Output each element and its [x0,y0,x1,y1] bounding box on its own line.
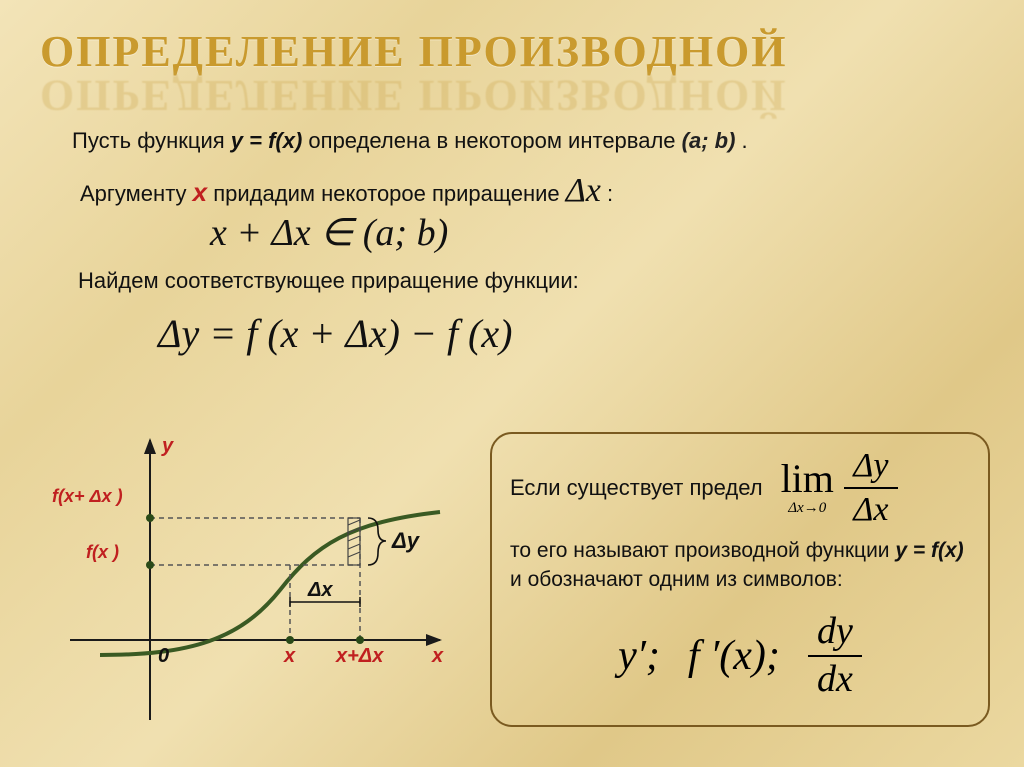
notations-row: y′; f ′(x); dy dx [510,612,970,700]
sentence-2: Аргументу x придадим некоторое приращени… [80,172,613,210]
box-pre: Если существует предел [510,475,763,501]
body2: и обозначают одним из символов: [510,568,843,591]
label-x-axis: x [431,645,444,667]
slide-title: ОПРЕДЕЛЕНИЕ ПРОИЗВОДНОЙ ОПРЕДЕЛЕНИЕ ПРОИ… [40,26,788,77]
sentence-1: Пусть функция y = f(x) определена в неко… [72,128,748,154]
dydx-bar [808,655,862,657]
label-y: y [161,435,174,457]
label-dx: Δx [307,579,333,601]
point-x [286,636,294,644]
s2-tail: : [607,181,613,206]
s2-mid: придадим некоторое приращение [213,181,566,206]
lim-block: lim Δx→0 [781,459,834,516]
derivative-diagram: y x 0 f(x+ Δx ) f(x ) x x+Δx Δx Δy [40,430,460,740]
dy-hatch-box [348,518,360,565]
label-fxdx: f(x+ Δx ) [52,486,123,506]
frac-den: Δx [853,492,888,528]
s1-ab: (a; b) [682,128,736,153]
s1-pre: Пусть функция [72,128,231,153]
s1-post: определена в некотором интервале [308,128,681,153]
point-xdx [356,636,364,644]
s2-x: x [193,177,207,207]
dydx-num: dy [817,612,853,652]
body-fn: y = f(x) [895,539,963,562]
s2-pre: Аргументу [80,181,193,206]
dydx-den: dx [817,660,853,700]
label-dy: Δy [391,528,421,553]
lim-sub: Δx→0 [788,501,826,516]
label-origin: 0 [158,645,169,667]
body1: то его называют производной функции [510,539,895,562]
frac-num: Δy [853,448,888,484]
lim-label: lim [781,459,834,499]
formula-delta-y: Δy = f (x + Δx) − f (x) [158,310,512,357]
s2-dx: Δx [566,172,601,209]
notation-dydx: dy dx [808,612,862,700]
formula-interval: x + Δx ∈ (a; b) [210,210,448,255]
limit-expression: lim Δx→0 Δy Δx [781,448,898,527]
lim-fraction: Δy Δx [844,448,898,527]
point-fxdx [146,514,154,522]
label-fx: f(x ) [86,542,119,562]
sentence-3: Найдем соответствующее приращение функци… [78,268,579,294]
notation-yprime: y′; [618,632,660,680]
label-xpdx: x+Δx [335,645,384,667]
title-reflection: ОПРЕДЕЛЕНИЕ ПРОИЗВОДНОЙ [40,70,788,121]
box-body: то его называют производной функции y = … [510,537,970,594]
label-xp: x [283,645,296,667]
s1-tail: . [742,128,748,153]
notation-fprime: f ′(x); [688,632,780,680]
diagram-svg: y x 0 f(x+ Δx ) f(x ) x x+Δx Δx Δy [40,430,460,740]
box-row1: Если существует предел lim Δx→0 Δy Δx [510,448,970,527]
point-fx [146,561,154,569]
frac-bar [844,487,898,489]
s1-fn: y = f(x) [231,128,303,153]
definition-box: Если существует предел lim Δx→0 Δy Δx то… [490,432,990,727]
